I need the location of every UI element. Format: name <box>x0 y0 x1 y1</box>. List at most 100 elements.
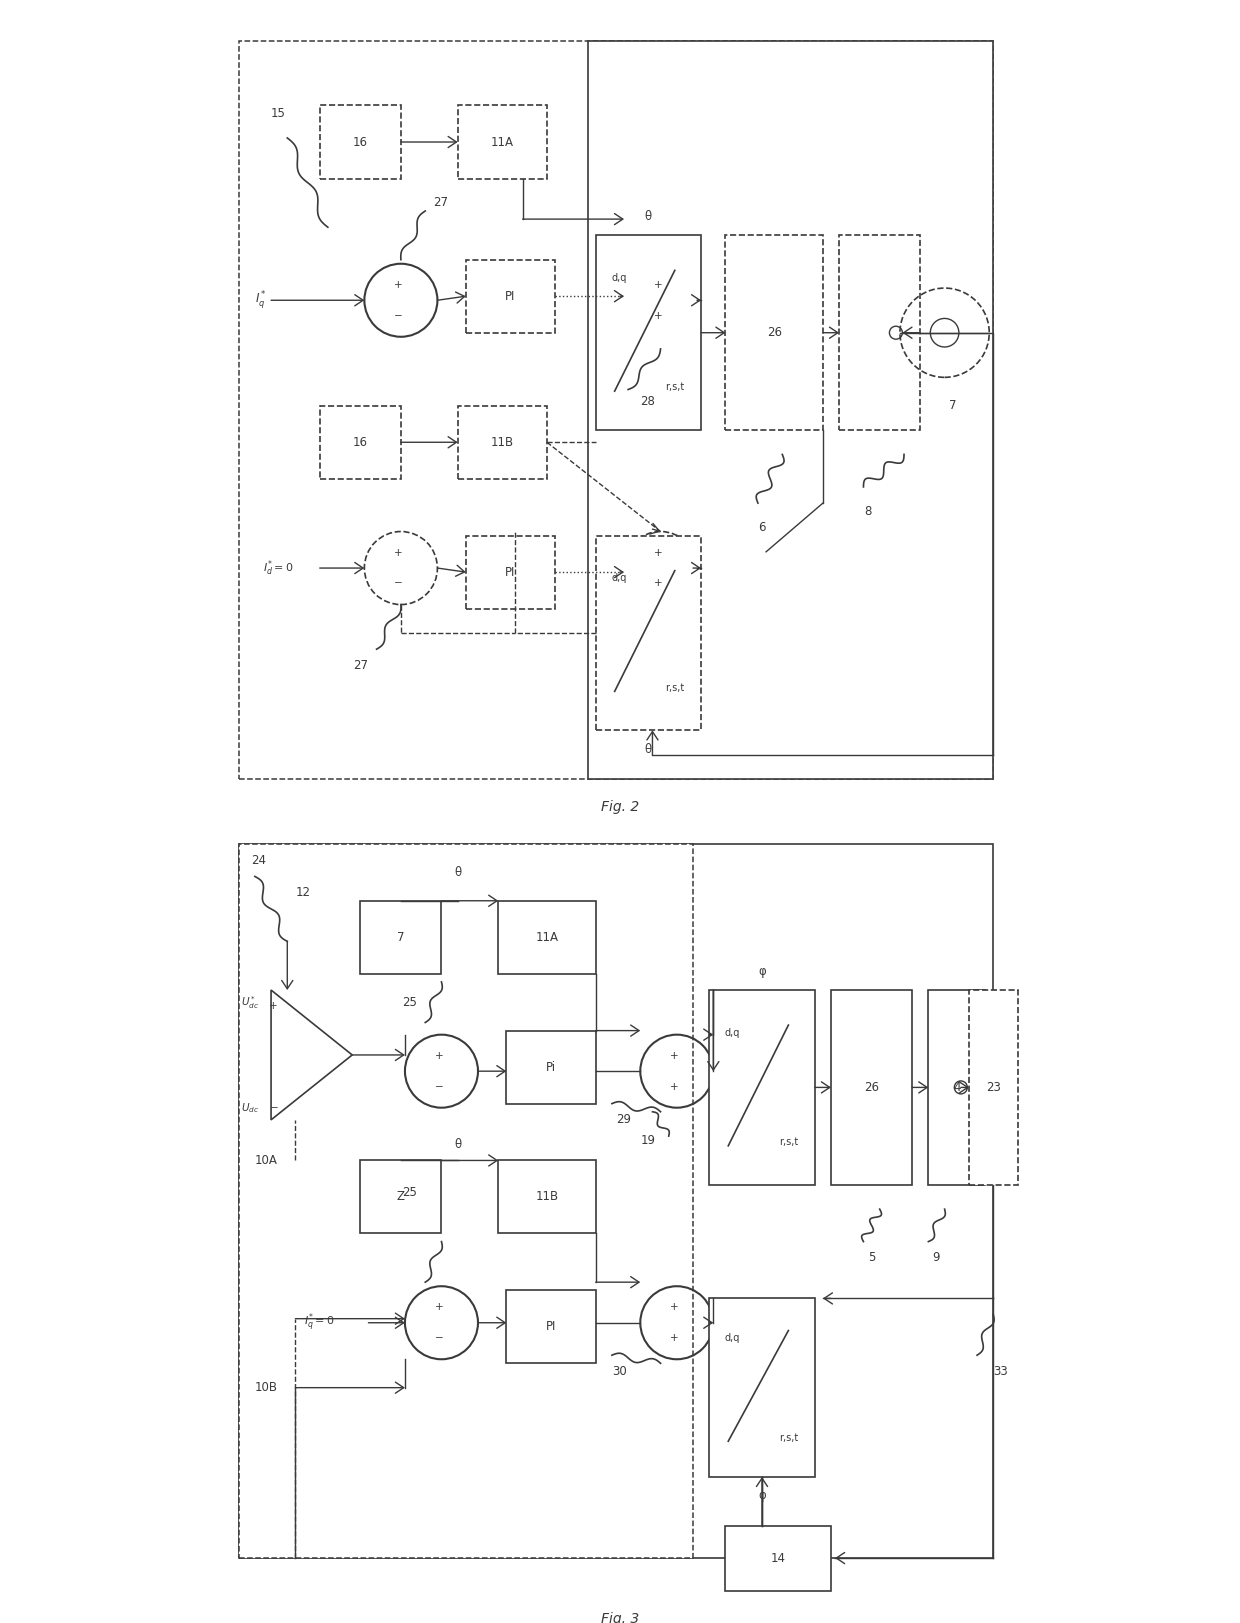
Bar <box>595 536 701 730</box>
Text: +: + <box>670 1050 678 1061</box>
Text: 16: 16 <box>353 135 368 149</box>
Text: +: + <box>653 279 662 291</box>
Text: 9: 9 <box>932 1251 940 1264</box>
Text: 7: 7 <box>397 930 404 945</box>
Text: 30: 30 <box>613 1365 627 1378</box>
Bar <box>238 844 693 1558</box>
Bar <box>929 990 985 1185</box>
Text: −: − <box>269 1102 278 1113</box>
Text: $U_{dc}^*$: $U_{dc}^*$ <box>241 993 259 1011</box>
Text: +: + <box>653 547 662 558</box>
Bar <box>588 41 993 779</box>
Text: 33: 33 <box>993 1365 1008 1378</box>
Text: PI: PI <box>505 289 516 304</box>
Text: 25: 25 <box>402 1186 417 1199</box>
Bar <box>498 1160 595 1233</box>
Text: PI: PI <box>505 565 516 579</box>
Text: 29: 29 <box>616 1113 631 1126</box>
Text: $U_{dc}$: $U_{dc}$ <box>241 1100 259 1115</box>
Text: 11A: 11A <box>536 930 558 945</box>
Text: −: − <box>435 1081 444 1092</box>
Text: $I_q^*$: $I_q^*$ <box>255 289 267 312</box>
Bar <box>725 1526 831 1591</box>
Bar <box>725 235 823 430</box>
Text: d,q: d,q <box>611 573 626 583</box>
Text: 27: 27 <box>433 196 449 209</box>
Text: 15: 15 <box>272 107 286 120</box>
Text: −: − <box>394 310 403 321</box>
Text: r,s,t: r,s,t <box>665 683 684 693</box>
Bar <box>831 990 913 1185</box>
Text: +: + <box>394 279 403 291</box>
Text: 26: 26 <box>864 1081 879 1094</box>
Bar <box>506 1290 595 1363</box>
Bar <box>458 105 547 179</box>
Text: +: + <box>670 1302 678 1313</box>
Text: 6: 6 <box>759 521 766 534</box>
Bar <box>466 536 556 609</box>
Text: 27: 27 <box>353 659 368 672</box>
Text: +: + <box>269 1001 278 1011</box>
Bar <box>238 844 993 1558</box>
Text: −: − <box>394 578 403 589</box>
Text: d,q: d,q <box>611 273 626 282</box>
Text: 16: 16 <box>353 435 368 450</box>
Text: d,q: d,q <box>725 1027 740 1037</box>
Bar <box>506 1031 595 1104</box>
Text: 10B: 10B <box>255 1381 278 1394</box>
Text: +: + <box>435 1050 444 1061</box>
Text: +: + <box>670 1332 678 1344</box>
Text: Pi: Pi <box>546 1060 556 1074</box>
Text: $I_q^{*}=0$: $I_q^{*}=0$ <box>304 1311 334 1334</box>
Text: θ: θ <box>645 209 652 222</box>
Text: 7: 7 <box>949 399 956 412</box>
Text: 10A: 10A <box>255 1154 278 1167</box>
Text: Z: Z <box>397 1190 405 1204</box>
Text: d,q: d,q <box>725 1332 740 1342</box>
Bar <box>839 235 920 430</box>
Bar <box>361 901 441 974</box>
Bar <box>466 260 556 333</box>
Bar <box>498 901 595 974</box>
Text: 25: 25 <box>402 995 417 1010</box>
Text: +: + <box>653 310 662 321</box>
Text: PI: PI <box>546 1319 557 1334</box>
Bar <box>709 990 815 1185</box>
Text: 24: 24 <box>250 854 265 867</box>
Text: 5: 5 <box>868 1251 875 1264</box>
Text: r,s,t: r,s,t <box>779 1433 799 1443</box>
Text: 26: 26 <box>766 326 781 339</box>
Bar <box>320 105 401 179</box>
Text: 4: 4 <box>954 1081 961 1094</box>
Text: r,s,t: r,s,t <box>779 1138 799 1147</box>
Text: −: − <box>435 1332 444 1344</box>
Text: 19: 19 <box>641 1133 656 1147</box>
Text: Fig. 2: Fig. 2 <box>601 800 639 815</box>
Text: θ: θ <box>645 743 652 756</box>
Text: θ: θ <box>454 1138 461 1151</box>
Text: +: + <box>435 1302 444 1313</box>
Text: 11B: 11B <box>491 435 513 450</box>
Text: 11A: 11A <box>491 135 513 149</box>
Text: θ: θ <box>454 865 461 880</box>
Text: φ: φ <box>758 1490 766 1503</box>
Text: 12: 12 <box>295 886 310 899</box>
Text: 23: 23 <box>986 1081 1001 1094</box>
Text: φ: φ <box>758 964 766 977</box>
Text: 14: 14 <box>771 1552 786 1565</box>
Bar <box>458 406 547 479</box>
Text: 28: 28 <box>640 394 655 409</box>
Text: 11B: 11B <box>536 1190 558 1204</box>
Bar <box>595 235 701 430</box>
Bar <box>709 1298 815 1477</box>
Text: +: + <box>670 1081 678 1092</box>
Text: 8: 8 <box>864 505 872 518</box>
Text: +: + <box>394 547 403 558</box>
Text: r,s,t: r,s,t <box>665 383 684 393</box>
Bar <box>361 1160 441 1233</box>
Text: +: + <box>653 578 662 589</box>
Bar <box>320 406 401 479</box>
Bar <box>968 990 1018 1185</box>
Text: Fig. 3: Fig. 3 <box>601 1612 639 1623</box>
Text: $I_d^{*}=0$: $I_d^{*}=0$ <box>263 558 294 578</box>
